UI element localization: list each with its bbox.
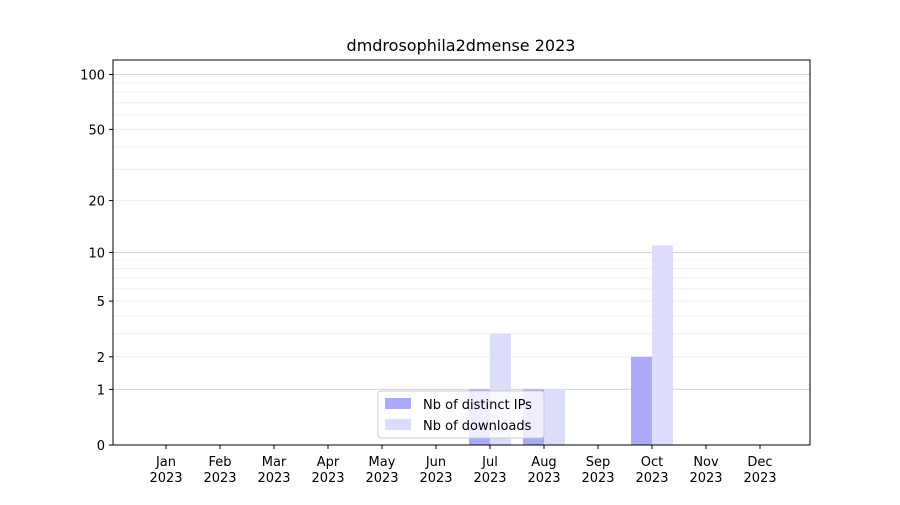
x-tick-label-year: 2023 — [689, 471, 722, 486]
x-tick-label-month: Jul — [481, 455, 498, 470]
x-tick-label-month: Dec — [747, 455, 772, 470]
legend-swatch-ips — [385, 398, 411, 409]
legend-label-downloads: Nb of downloads — [423, 419, 532, 434]
x-tick-label-month: Jun — [425, 455, 446, 470]
x-tick-label-month: Nov — [693, 455, 719, 470]
y-tick-label: 1 — [97, 383, 105, 398]
grid-lines — [113, 74, 810, 390]
bar-downloads-aug — [544, 389, 565, 445]
x-tick-label-month: Sep — [586, 455, 611, 470]
y-tick-label: 50 — [88, 123, 105, 138]
x-tick-label-year: 2023 — [365, 471, 398, 486]
y-tick-label: 2 — [97, 351, 105, 366]
x-tick-label-year: 2023 — [419, 471, 452, 486]
chart-title: dmdrosophila2dmense 2023 — [347, 36, 576, 55]
legend-swatch-downloads — [385, 419, 411, 430]
x-tick-label-year: 2023 — [743, 471, 776, 486]
legend-label-ips: Nb of distinct IPs — [423, 398, 532, 413]
bar-ips-oct — [631, 356, 652, 445]
y-tick-label: 0 — [97, 439, 105, 454]
y-tick-label: 20 — [88, 195, 105, 210]
x-tick-label-month: Jan — [155, 455, 176, 470]
x-tick-label-month: Aug — [531, 455, 556, 470]
x-tick-label-year: 2023 — [203, 471, 236, 486]
x-tick-label-year: 2023 — [473, 471, 506, 486]
x-tick-label-year: 2023 — [527, 471, 560, 486]
y-tick-label: 100 — [80, 69, 105, 84]
x-tick-label-year: 2023 — [635, 471, 668, 486]
x-tick-label-month: Mar — [262, 455, 287, 470]
legend-frame — [377, 390, 545, 439]
y-axis-ticks: 0 1 2 5 10 20 50 100 — [80, 69, 113, 454]
legend: Nb of distinct IPs Nb of downloads — [377, 390, 545, 439]
x-tick-label-year: 2023 — [149, 471, 182, 486]
x-tick-label-month: Feb — [208, 455, 231, 470]
x-tick-label-month: Oct — [641, 455, 663, 470]
x-tick-label-month: May — [369, 455, 396, 470]
x-tick-label-year: 2023 — [311, 471, 344, 486]
bar-downloads-oct — [652, 245, 673, 445]
x-tick-label-year: 2023 — [581, 471, 614, 486]
x-tick-label-year: 2023 — [257, 471, 290, 486]
x-tick-label-month: Apr — [317, 455, 340, 470]
y-tick-label: 5 — [97, 295, 105, 310]
y-tick-label: 10 — [88, 247, 105, 262]
x-axis-ticks: Jan2023Feb2023Mar2023Apr2023May2023Jun20… — [149, 445, 777, 486]
